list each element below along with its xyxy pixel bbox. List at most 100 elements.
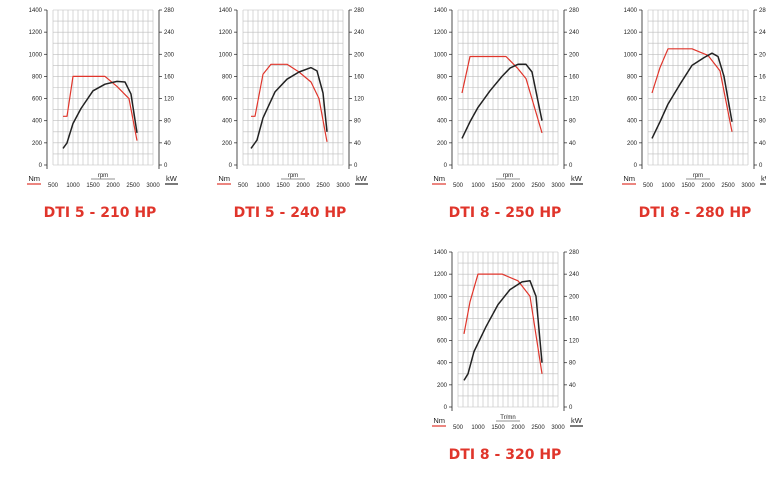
y-tick-label-right: 80 (569, 119, 576, 125)
y-tick-label-right: 120 (759, 97, 766, 103)
y-tick-label-right: 160 (164, 74, 175, 80)
chart-svg-1: 0 200 400 600 800 1000 1200 1400 0 40 80 120 160 200 2… (27, 8, 178, 189)
chart-svg-5: 0 200 400 600 800 1000 1200 1400 0 40 80 120 160 200 2… (432, 250, 583, 431)
y-tick-label-right: 0 (354, 163, 358, 169)
y-tick-label-right: 200 (354, 52, 365, 58)
y-tick-label-left: 600 (437, 339, 448, 345)
right-unit-label: kW (166, 174, 178, 183)
y-tick-label-right: 0 (759, 163, 763, 169)
right-unit-label: kW (356, 174, 368, 183)
y-tick-label-right: 80 (569, 361, 576, 367)
x-tick-label: 2000 (296, 183, 310, 189)
x-tick-label: 2000 (511, 183, 525, 189)
chart-title: DTI 5 - 240 HP (233, 205, 347, 221)
y-tick-label-left: 1400 (219, 8, 233, 14)
x-axis-label: rpm (503, 173, 513, 179)
chart-panel-3: 0 200 400 600 800 1000 1200 1400 0 40 80 120 160 200 2… (430, 5, 583, 235)
torque-curve (461, 55, 543, 134)
y-tick-label-right: 120 (569, 339, 580, 345)
y-tick-label-left: 200 (437, 383, 448, 389)
y-tick-label-right: 80 (354, 119, 361, 125)
y-tick-label-right: 120 (354, 97, 365, 103)
y-tick-label-left: 800 (437, 316, 448, 322)
y-tick-label-right: 240 (569, 272, 580, 278)
y-tick-label-left: 1200 (434, 30, 448, 36)
right-unit-label: kW (571, 174, 583, 183)
chart-title: DTI 8 - 250 HP (448, 205, 562, 221)
y-tick-label-left: 400 (222, 119, 233, 125)
y-tick-label-left: 200 (222, 141, 233, 147)
y-tick-label-left: 1200 (29, 30, 43, 36)
x-tick-label: 500 (238, 183, 249, 189)
chart-svg-2: 0 200 400 600 800 1000 1200 1400 0 40 80 120 160 200 2… (217, 8, 368, 189)
y-tick-label-right: 240 (569, 30, 580, 36)
y-tick-label-right: 0 (569, 163, 573, 169)
x-tick-label: 1500 (86, 183, 100, 189)
y-tick-label-right: 200 (164, 52, 175, 58)
x-axis-label: rpm (288, 173, 298, 179)
x-tick-label: 1500 (681, 183, 695, 189)
x-tick-label: 1500 (491, 425, 505, 431)
y-tick-label-right: 200 (569, 52, 580, 58)
y-tick-label-right: 40 (569, 383, 576, 389)
y-tick-label-right: 240 (164, 30, 175, 36)
x-tick-label: 3000 (551, 183, 565, 189)
left-unit-label: Nm (433, 416, 445, 425)
left-unit-label: Nm (623, 174, 635, 183)
x-tick-label: 1000 (66, 183, 80, 189)
chart-panel-4: 0 200 400 600 800 1000 1200 1400 0 40 80 120 160 200 2… (620, 5, 766, 235)
y-tick-label-left: 400 (437, 119, 448, 125)
y-tick-label-left: 200 (32, 141, 43, 147)
x-tick-label: 3000 (336, 183, 350, 189)
y-tick-label-left: 200 (437, 141, 448, 147)
power-curve (62, 80, 138, 149)
y-tick-label-right: 40 (354, 141, 361, 147)
y-tick-label-left: 200 (627, 141, 638, 147)
y-tick-label-left: 1400 (434, 250, 448, 256)
y-tick-label-right: 40 (759, 141, 766, 147)
x-tick-label: 2500 (126, 183, 140, 189)
y-tick-label-left: 1000 (434, 294, 448, 300)
y-tick-label-right: 160 (354, 74, 365, 80)
torque-curve (251, 63, 328, 142)
power-curve (651, 52, 733, 139)
y-tick-label-right: 160 (759, 74, 766, 80)
x-tick-label: 1500 (491, 183, 505, 189)
y-tick-label-right: 120 (164, 97, 175, 103)
y-tick-label-right: 120 (569, 97, 580, 103)
power-curve (250, 66, 328, 149)
chart-svg-3: 0 200 400 600 800 1000 1200 1400 0 40 80 120 160 200 2… (432, 8, 583, 189)
chart-title: DTI 5 - 210 HP (43, 205, 157, 221)
y-tick-label-left: 800 (437, 74, 448, 80)
x-tick-label: 2500 (316, 183, 330, 189)
x-tick-label: 2500 (531, 183, 545, 189)
y-tick-label-right: 40 (164, 141, 171, 147)
y-tick-label-right: 0 (164, 163, 168, 169)
y-tick-label-left: 600 (627, 97, 638, 103)
x-tick-label: 2500 (531, 425, 545, 431)
torque-curve (463, 273, 543, 374)
y-tick-label-left: 1200 (219, 30, 233, 36)
x-tick-label: 3000 (741, 183, 755, 189)
y-tick-label-right: 200 (569, 294, 580, 300)
x-tick-label: 1500 (276, 183, 290, 189)
y-tick-label-right: 280 (164, 8, 175, 14)
power-curve (461, 63, 543, 139)
x-tick-label: 1000 (471, 425, 485, 431)
y-tick-label-left: 800 (32, 74, 43, 80)
y-tick-label-right: 280 (569, 250, 580, 256)
y-tick-label-left: 0 (39, 163, 43, 169)
x-tick-label: 1000 (661, 183, 675, 189)
x-tick-label: 2000 (511, 425, 525, 431)
y-tick-label-right: 200 (759, 52, 766, 58)
y-tick-label-left: 800 (222, 74, 233, 80)
x-tick-label: 3000 (551, 425, 565, 431)
right-unit-label: kW (761, 174, 766, 183)
x-tick-label: 2000 (106, 183, 120, 189)
chart-title: DTI 8 - 280 HP (638, 205, 752, 221)
left-unit-label: Nm (433, 174, 445, 183)
chart-panel-2: 0 200 400 600 800 1000 1200 1400 0 40 80 120 160 200 2… (215, 5, 368, 235)
x-tick-label: 1000 (256, 183, 270, 189)
y-tick-label-right: 280 (354, 8, 365, 14)
y-tick-label-left: 1400 (29, 8, 43, 14)
